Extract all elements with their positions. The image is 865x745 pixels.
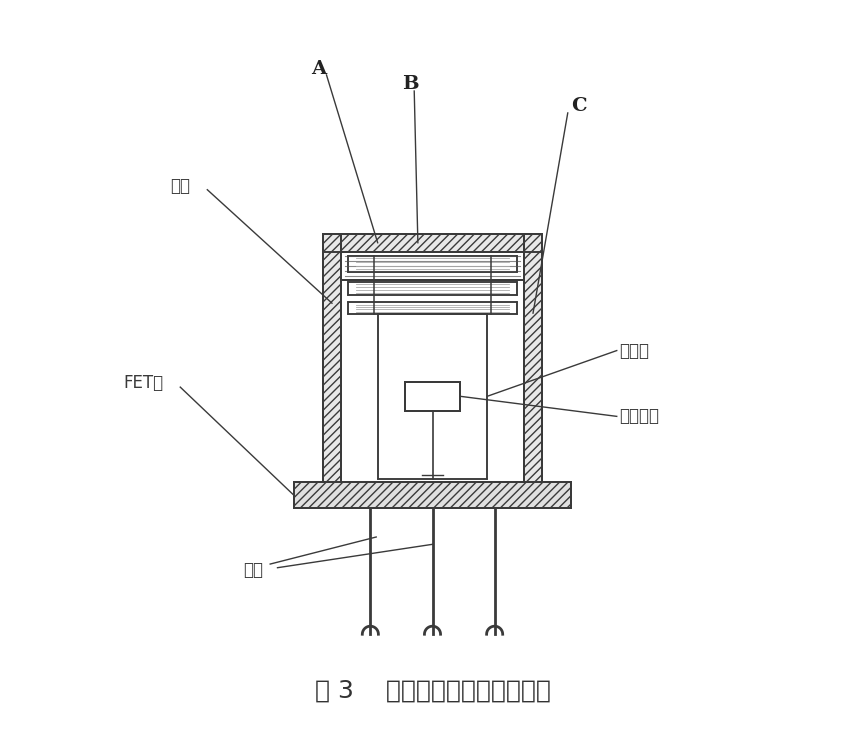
Bar xyxy=(323,234,542,252)
Text: B: B xyxy=(402,74,419,92)
Text: 引脚: 引脚 xyxy=(243,561,263,579)
Bar xyxy=(349,256,516,272)
Text: 外壳: 外壳 xyxy=(170,177,190,195)
Text: 电路元件: 电路元件 xyxy=(619,408,659,425)
Bar xyxy=(349,302,516,314)
Bar xyxy=(341,252,524,279)
Text: A: A xyxy=(311,60,327,78)
Bar xyxy=(378,314,487,478)
Bar xyxy=(293,482,572,508)
Bar xyxy=(323,234,341,482)
Bar xyxy=(524,234,542,482)
Bar xyxy=(405,381,460,411)
Text: 支承环: 支承环 xyxy=(619,341,649,360)
Bar xyxy=(349,282,516,295)
Text: C: C xyxy=(571,97,586,115)
Text: FET管: FET管 xyxy=(124,375,163,393)
Text: 图 3    热释电红外传感器结构图: 图 3 热释电红外传感器结构图 xyxy=(315,679,550,703)
